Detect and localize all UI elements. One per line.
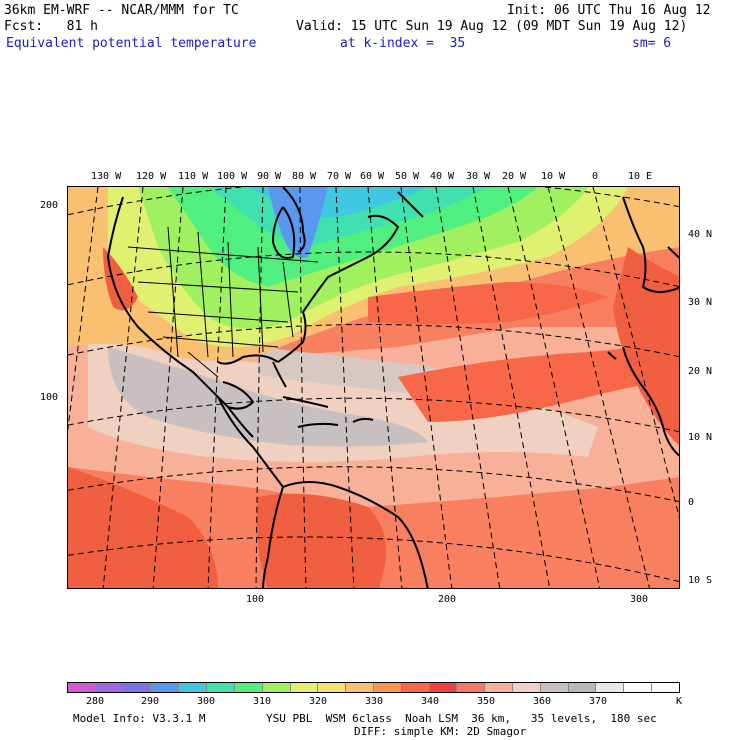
colorbar-label: 330 xyxy=(365,696,384,707)
colorbar-swatch xyxy=(428,683,457,692)
valid-time: Valid: 15 UTC Sun 19 Aug 12 (09 MDT Sun … xyxy=(296,19,688,34)
grid-x-label: 100 xyxy=(246,594,265,605)
colorbar-swatch xyxy=(372,683,401,692)
grid-y-label: 100 xyxy=(40,392,59,403)
colorbar-swatch xyxy=(539,683,568,692)
colorbar-swatch xyxy=(289,683,318,692)
field-name: Equivalent potential temperature xyxy=(6,36,257,51)
colorbar-swatch xyxy=(651,683,679,692)
lat-label: 10 S xyxy=(688,575,713,586)
field-360 xyxy=(108,347,428,447)
colorbar-label: 340 xyxy=(421,696,440,707)
colorbar-swatch xyxy=(317,683,346,692)
lon-label: 120 W xyxy=(136,171,167,182)
grid-x-label: 200 xyxy=(438,594,457,605)
k-index: at k-index = 35 xyxy=(340,36,466,51)
colorbar-label: 280 xyxy=(86,696,105,707)
lon-label: 10 E xyxy=(628,171,653,182)
colorbar-swatch xyxy=(206,683,234,692)
colorbar-label: 350 xyxy=(477,696,496,707)
colorbar-swatch xyxy=(400,683,429,692)
colorbar-swatch xyxy=(150,683,179,692)
field-340f xyxy=(613,247,679,446)
forecast-hour: Fcst: 81 h xyxy=(4,19,98,34)
field-295 xyxy=(268,187,328,258)
lat-label: 30 N xyxy=(688,297,713,308)
lon-label: 100 W xyxy=(217,171,248,182)
model-info: Model Info: V3.3.1 M xyxy=(73,712,206,725)
graticule xyxy=(68,187,679,588)
lon-label: 110 W xyxy=(178,171,209,182)
colorbar-label: 360 xyxy=(533,696,552,707)
lat-label: 20 N xyxy=(688,366,713,377)
field-340 xyxy=(398,337,679,422)
lon-label: 80 W xyxy=(292,171,317,182)
colorbar-label: 310 xyxy=(253,696,272,707)
lon-label: 30 W xyxy=(466,171,491,182)
lon-label: 0 xyxy=(592,171,599,182)
lon-label: 90 W xyxy=(257,171,282,182)
lon-label: 70 W xyxy=(327,171,352,182)
colorbar-swatch xyxy=(567,683,596,692)
lon-label: 20 W xyxy=(502,171,527,182)
colorbar-unit: K xyxy=(676,696,683,707)
map-canvas xyxy=(68,187,679,588)
field-340b xyxy=(256,493,386,588)
colorbar-swatch xyxy=(512,683,540,692)
lon-label: 60 W xyxy=(360,171,385,182)
colorbar-label: 320 xyxy=(309,696,328,707)
colorbar-label: 300 xyxy=(197,696,216,707)
colorbar-swatch xyxy=(345,683,373,692)
theta-e-map xyxy=(67,186,680,589)
colorbar-swatch xyxy=(261,683,290,692)
field-340d xyxy=(103,247,138,311)
political-boundaries xyxy=(127,226,319,378)
diffusion-info: DIFF: simple KM: 2D Smagor xyxy=(354,725,527,738)
init-time: Init: 06 UTC Thu 16 Aug 12 xyxy=(507,3,711,18)
colorbar-swatch xyxy=(94,683,123,692)
colorbar-swatch xyxy=(122,683,151,692)
colorbar xyxy=(67,682,680,693)
colorbar-swatch xyxy=(456,683,485,692)
lon-label: 10 W xyxy=(541,171,566,182)
colorbar-swatch xyxy=(178,683,207,692)
colorbar-label: 290 xyxy=(141,696,160,707)
smoothing-value: sm= 6 xyxy=(632,36,672,51)
model-title: 36km EM-WRF -- NCAR/MMM for TC xyxy=(4,3,239,18)
lat-label: 0 xyxy=(688,497,695,508)
grid-x-label: 300 xyxy=(630,594,649,605)
grid-y-label: 200 xyxy=(40,200,59,211)
colorbar-swatch xyxy=(484,683,512,692)
physics-info: YSU PBL WSM 6class Noah LSM 36 km, 35 le… xyxy=(266,712,657,725)
field-340c xyxy=(68,467,218,588)
colorbar-swatch xyxy=(233,683,262,692)
lon-label: 50 W xyxy=(395,171,420,182)
lon-label: 130 W xyxy=(91,171,122,182)
coastlines xyxy=(107,187,679,588)
colorbar-label: 370 xyxy=(589,696,608,707)
lat-label: 40 N xyxy=(688,229,713,240)
colorbar-swatch xyxy=(68,683,95,692)
field-340e xyxy=(368,282,608,325)
lat-label: 10 N xyxy=(688,432,713,443)
lon-label: 40 W xyxy=(430,171,455,182)
colorbar-swatch xyxy=(623,683,652,692)
colorbar-swatch xyxy=(595,683,624,692)
